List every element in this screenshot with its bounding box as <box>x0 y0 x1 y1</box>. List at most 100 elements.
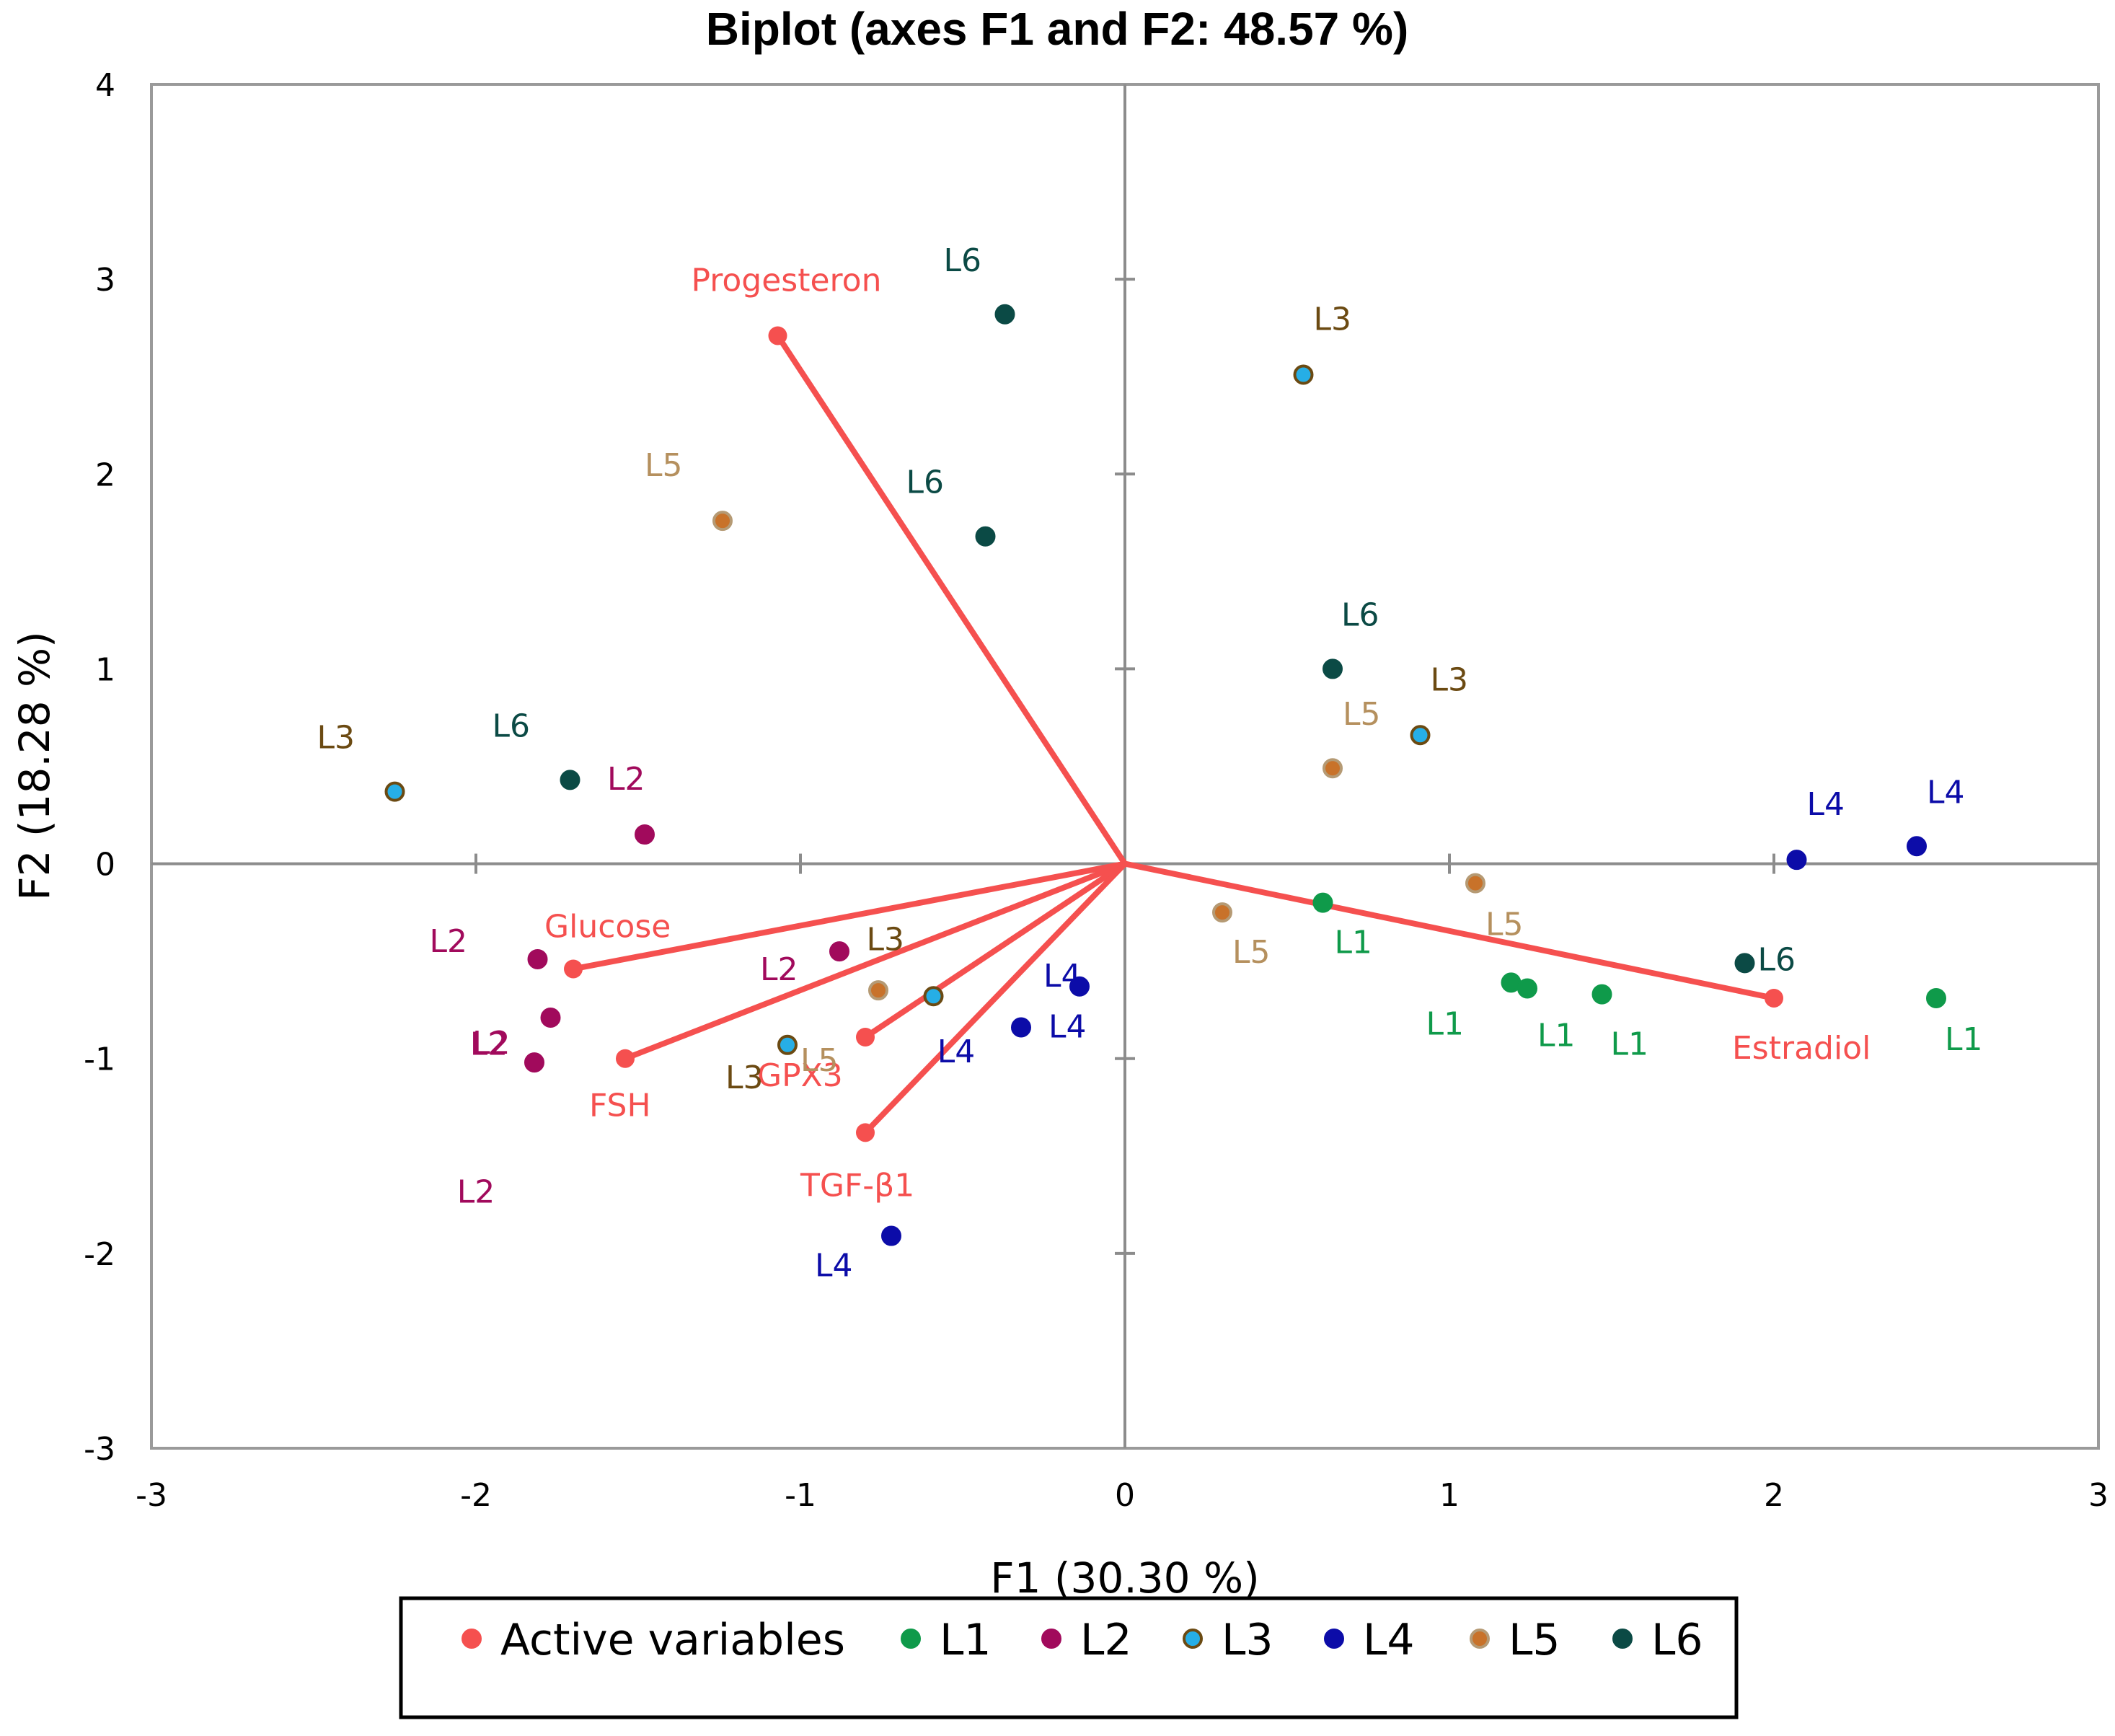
point-label-l5: L5 <box>645 447 683 484</box>
point-label-l6: L6 <box>944 242 982 279</box>
vector-point-fsh <box>616 1049 635 1068</box>
legend-marker-l2 <box>1041 1629 1061 1649</box>
point-label-l1: L1 <box>1426 1005 1465 1042</box>
point-label-l2: L2 <box>472 1025 511 1062</box>
legend-marker-l4 <box>1324 1629 1344 1649</box>
axis-ticks: -3 -2 -1 0 1 2 3 -3 -2 -1 0 1 2 3 4 <box>84 67 2109 1514</box>
legend-label-l1: L1 <box>940 1615 992 1665</box>
point-labels: Progesteron Glucose FSH GPX3 TGF-β1 Estradiol… <box>317 242 1983 1285</box>
point-label-l5: L5 <box>1343 696 1381 733</box>
point-label-l3: L3 <box>867 921 905 958</box>
vector-progesteron <box>774 332 1128 867</box>
legend-marker-l1 <box>901 1629 921 1649</box>
point-l3 <box>923 986 944 1007</box>
point-label-l1: L1 <box>1611 1026 1649 1063</box>
vector-label-estradiol: Estradiol <box>1732 1030 1871 1067</box>
vector-point-progesteron <box>768 326 787 345</box>
vector-point-tgf-1 <box>856 1123 875 1142</box>
point-l6 <box>975 526 996 547</box>
vector-label-tgf-1: TGF-β1 <box>800 1167 914 1204</box>
x-tick-label: -2 <box>460 1477 492 1514</box>
point-label-l2: L2 <box>470 1026 508 1062</box>
point-l5 <box>712 511 733 532</box>
point-label-l6: L6 <box>906 464 945 501</box>
point-label-l4: L4 <box>1927 774 1965 811</box>
y-tick-label: 0 <box>95 847 115 884</box>
legend-label-l2: L2 <box>1080 1615 1132 1665</box>
point-l3 <box>1410 725 1431 746</box>
vector-gpx3 <box>862 860 1128 1040</box>
point-label-l5: L5 <box>800 1042 839 1079</box>
point-label-l6: L6 <box>1758 941 1796 978</box>
legend: Active variables L1 L2 L3 L4 L5 L6 <box>462 1615 1703 1665</box>
vector-fsh <box>622 860 1128 1062</box>
y-tick-label: -2 <box>84 1236 115 1273</box>
point-label-l2: L2 <box>607 761 645 798</box>
legend-marker-active-variables <box>462 1629 482 1649</box>
point-l4 <box>1786 850 1807 871</box>
point-l5 <box>868 980 888 1001</box>
x-axis-title: F1 (30.30 %) <box>990 1554 1260 1603</box>
point-label-l4: L4 <box>1048 1008 1087 1045</box>
y-tick-label: 2 <box>95 457 115 493</box>
point-l1 <box>1591 984 1612 1005</box>
vector-label-gpx3: GPX3 <box>757 1057 843 1094</box>
point-l4 <box>1069 976 1090 997</box>
point-l6 <box>1323 658 1343 679</box>
point-label-l3: L3 <box>725 1059 764 1096</box>
vector-label-glucose: Glucose <box>544 908 671 945</box>
x-tick-label: 0 <box>1115 1477 1135 1514</box>
point-l1 <box>1501 972 1522 993</box>
point-label-l3: L3 <box>1314 301 1352 338</box>
point-label-l4: L4 <box>937 1034 976 1070</box>
point-l2 <box>635 824 655 845</box>
vector-label-progesteron: Progesteron <box>692 262 882 299</box>
point-l2 <box>527 948 548 969</box>
point-label-l5: L5 <box>1485 907 1524 943</box>
vector-estradiol <box>1122 860 1777 1001</box>
point-label-l2: L2 <box>430 923 468 960</box>
point-l5 <box>1465 873 1485 894</box>
legend-marker-l6 <box>1612 1629 1633 1649</box>
point-l4 <box>881 1225 901 1246</box>
y-tick-label: 3 <box>95 262 115 299</box>
point-l5 <box>1212 902 1232 923</box>
y-tick-label: 4 <box>95 67 115 104</box>
y-tick-label: 1 <box>95 651 115 688</box>
legend-label-l5: L5 <box>1509 1615 1560 1665</box>
vector-point-glucose <box>564 959 583 979</box>
point-l6 <box>1734 953 1755 974</box>
point-label-l1: L1 <box>1537 1017 1576 1054</box>
legend-label-l6: L6 <box>1651 1615 1703 1665</box>
point-label-l2: L2 <box>760 951 798 988</box>
point-l4 <box>1907 836 1927 857</box>
point-label-l3: L3 <box>1431 661 1469 698</box>
observation-points <box>384 304 1946 1246</box>
point-label-l2: L2 <box>457 1174 495 1211</box>
point-label-l6: L6 <box>1341 596 1379 633</box>
legend-label-l3: L3 <box>1222 1615 1273 1665</box>
point-l1 <box>1312 892 1333 913</box>
point-l2 <box>524 1052 544 1073</box>
legend-label-l4: L4 <box>1363 1615 1415 1665</box>
point-l4 <box>1011 1017 1031 1038</box>
legend-marker-l5 <box>1470 1629 1490 1649</box>
point-label-l4: L4 <box>1043 958 1082 995</box>
x-tick-label: 3 <box>2088 1477 2109 1514</box>
x-tick-label: -3 <box>136 1477 167 1514</box>
point-label-l6: L6 <box>493 708 531 744</box>
point-l2 <box>540 1007 561 1028</box>
point-l1 <box>1926 987 1946 1008</box>
vector-glucose <box>570 860 1128 972</box>
legend-label-active-variables: Active variables <box>500 1615 845 1665</box>
point-label-l1: L1 <box>1335 925 1373 961</box>
legend-box <box>399 1596 1739 1719</box>
x-tick-label: 1 <box>1439 1477 1460 1514</box>
point-l6 <box>994 304 1015 325</box>
point-l5 <box>1323 758 1343 779</box>
vector-label-fsh: FSH <box>589 1088 651 1124</box>
point-label-l4: L4 <box>815 1248 853 1285</box>
y-axis-title: F2 (18.28 %) <box>10 631 59 901</box>
point-label-l5: L5 <box>1232 934 1271 971</box>
